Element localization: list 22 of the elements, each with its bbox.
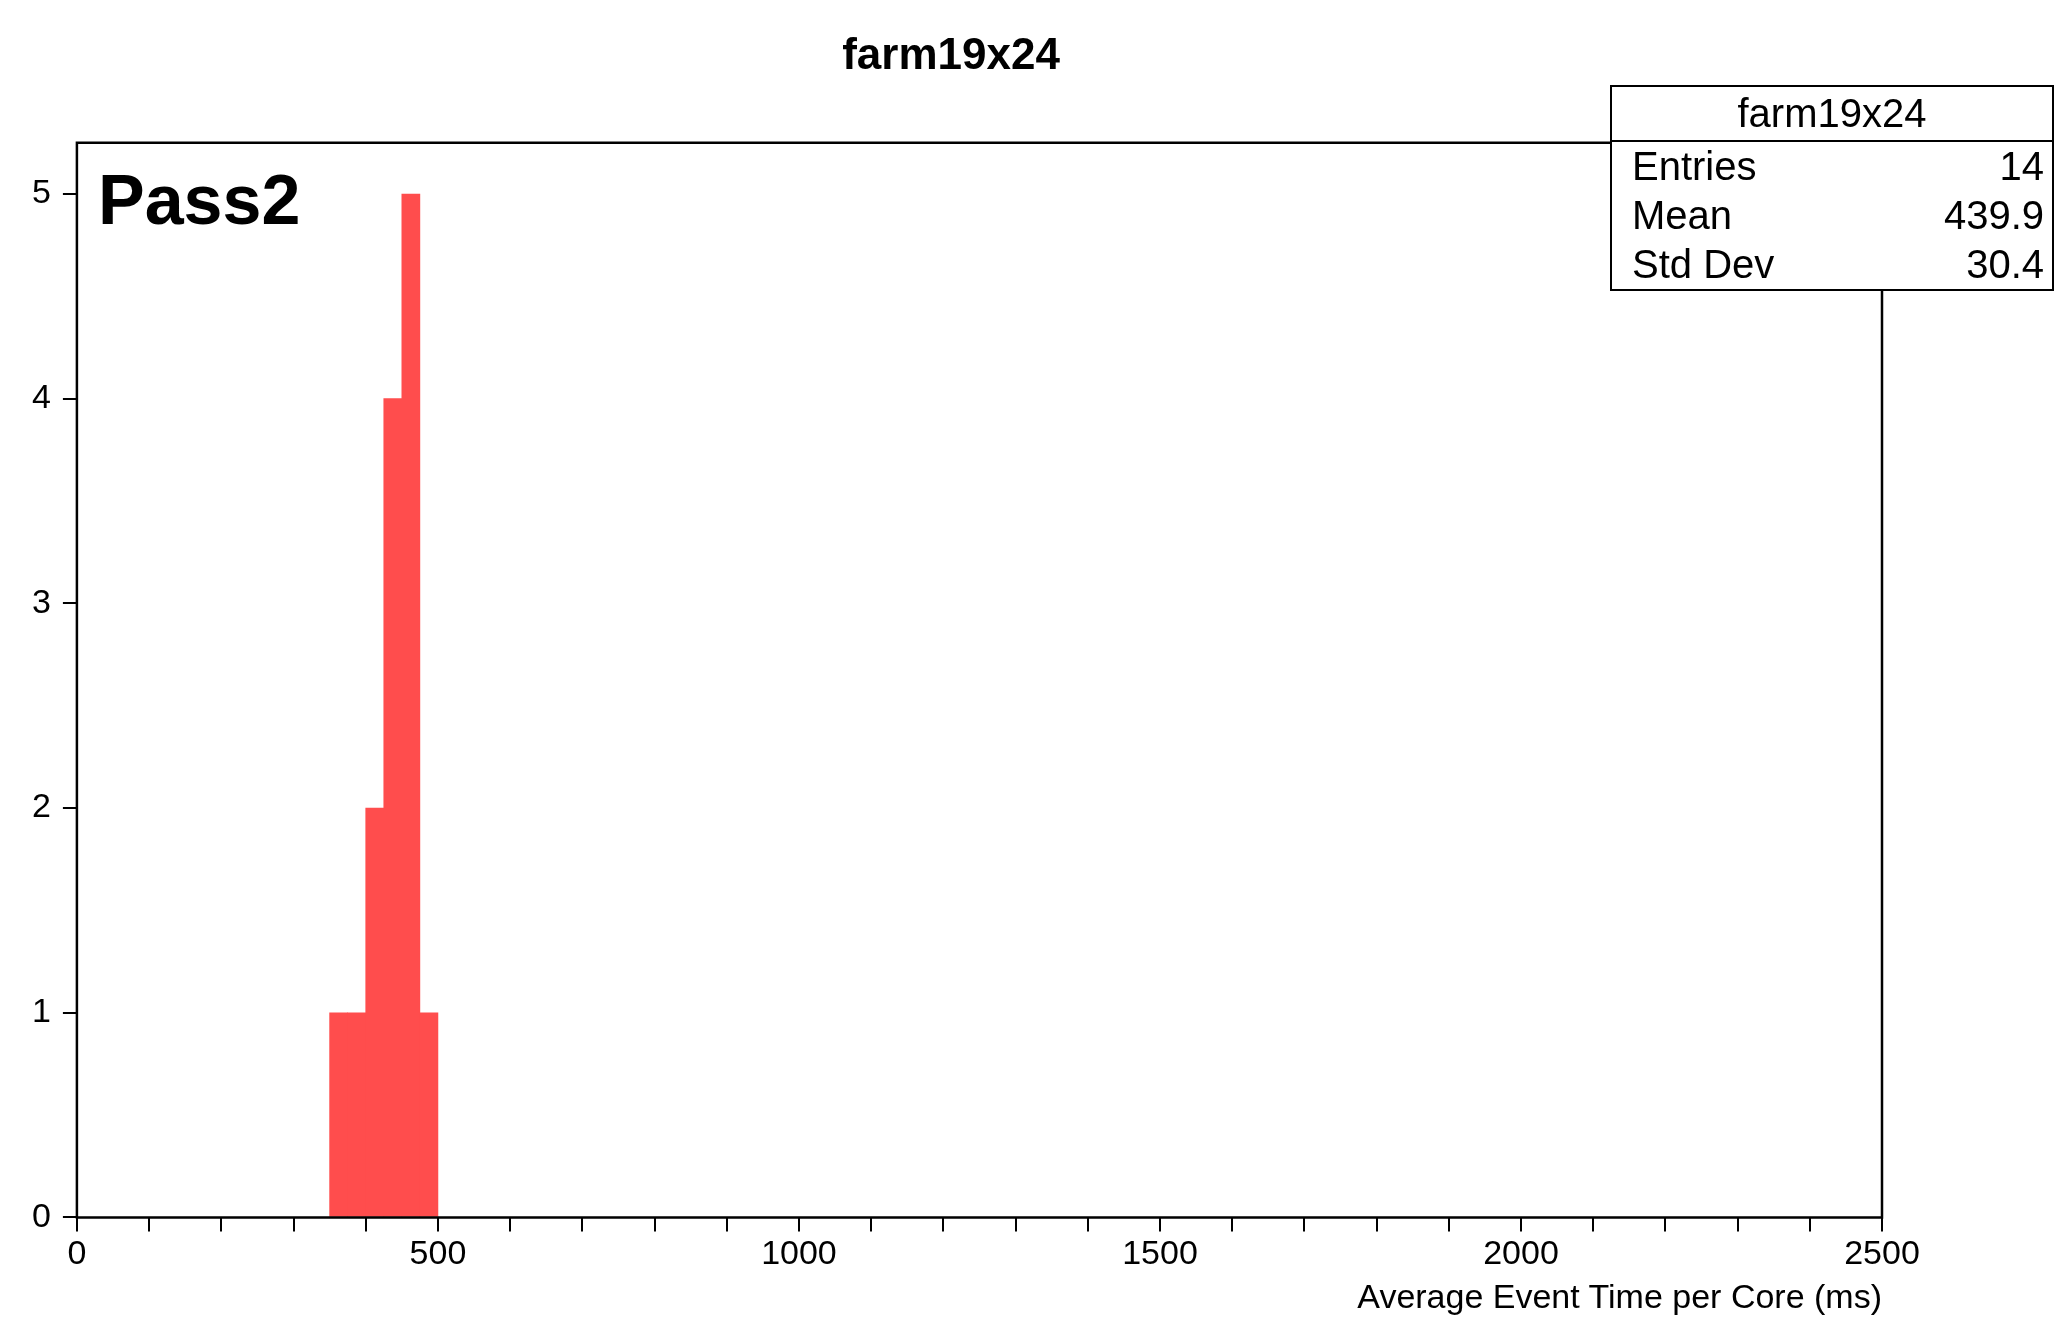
x-tick-label: 2000	[1483, 1233, 1559, 1272]
x-tick-label: 1000	[761, 1233, 837, 1272]
x-tick-label: 0	[67, 1233, 87, 1272]
x-tick-label: 500	[409, 1233, 467, 1272]
text: farm19x24	[1612, 87, 2052, 142]
annotation: Std Dev	[1632, 242, 1775, 287]
y-tick-label: 0	[31, 1195, 51, 1234]
annotation: Mean	[1632, 193, 1733, 238]
annotation: Entries	[1632, 144, 1757, 189]
y-tick-label: 4	[31, 377, 51, 416]
x-tick-label: 1500	[1122, 1233, 1198, 1272]
x-axis-title: Average Event Time per Core (ms)	[1357, 1276, 1882, 1315]
y-tick-label: 1	[31, 991, 51, 1030]
annotation: Pass2	[98, 160, 301, 240]
y-tick-label: 2	[31, 786, 51, 825]
text: 30.4	[1966, 242, 2044, 287]
text: 14	[1999, 144, 2044, 189]
x-tick-label: 2500	[1844, 1233, 1920, 1272]
chart-title: farm19x24	[842, 28, 1061, 78]
y-tick-label: 5	[31, 172, 51, 211]
y-tick-label: 3	[31, 581, 51, 620]
text: 439.9	[1943, 193, 2044, 238]
